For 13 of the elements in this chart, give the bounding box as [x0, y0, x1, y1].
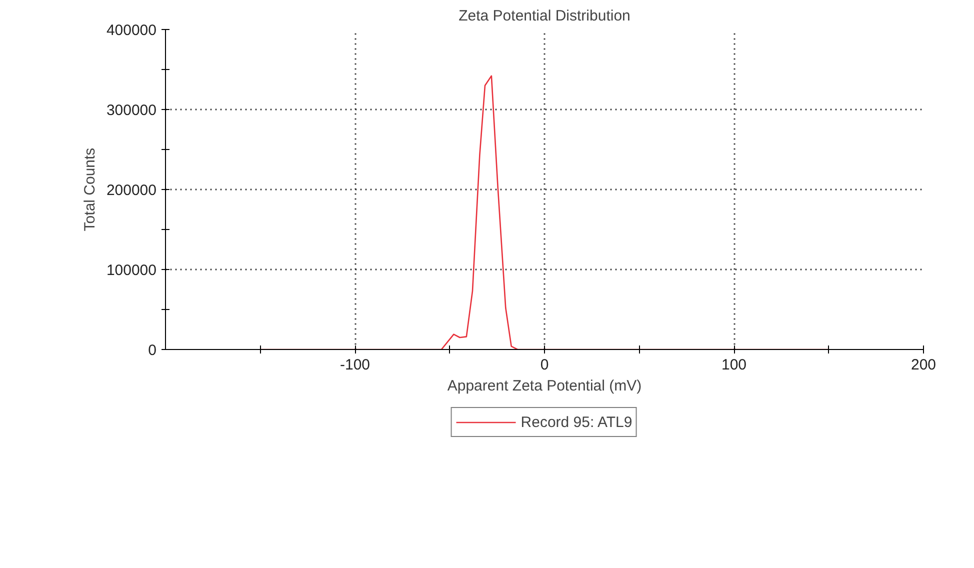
- y-tick-label: 400000: [106, 22, 157, 39]
- x-axis-title: Apparent Zeta Potential (mV): [447, 378, 642, 394]
- y-tick-label: 0: [148, 342, 156, 359]
- y-axis-title: Total Counts: [81, 148, 98, 232]
- x-tick-label: 200: [910, 356, 936, 374]
- x-tick-label: -100: [340, 356, 370, 374]
- x-tick-label: 0: [540, 356, 549, 374]
- y-tick-label: 300000: [106, 102, 157, 119]
- chart-title: Zeta Potential Distribution: [458, 8, 630, 24]
- legend-label: Record 95: ATL9: [520, 414, 632, 430]
- x-tick-label: 100: [721, 356, 747, 374]
- y-tick-label: 200000: [106, 182, 157, 199]
- y-tick-label: 100000: [106, 262, 157, 279]
